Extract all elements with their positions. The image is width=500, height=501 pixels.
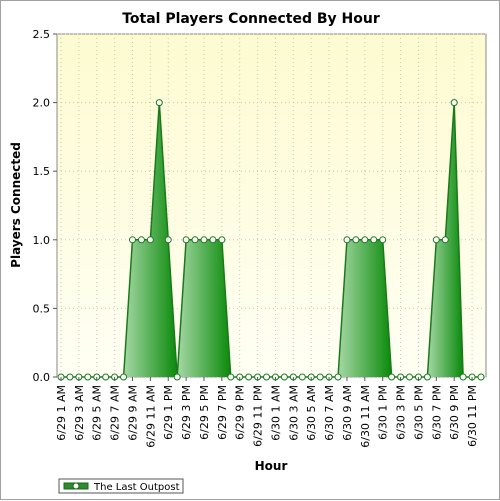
data-point [450, 99, 458, 107]
data-point [334, 373, 342, 381]
data-point [155, 99, 163, 107]
legend-marker [72, 482, 80, 490]
legend: The Last Outpost [58, 478, 184, 494]
data-point [298, 373, 306, 381]
data-point [423, 373, 431, 381]
area-layer [61, 102, 481, 378]
data-point [352, 236, 360, 244]
x-tick-label: 6/29 1 PM [162, 385, 175, 440]
data-point [316, 373, 324, 381]
data-point [280, 373, 288, 381]
x-tick-label: 6/29 9 PM [234, 385, 247, 440]
data-point [200, 236, 208, 244]
points-layer [57, 99, 485, 381]
y-tick-label: 1.0 [33, 234, 51, 247]
x-tick-label: 6/30 5 AM [305, 385, 318, 441]
x-tick-label: 6/30 1 PM [377, 385, 390, 440]
data-point [146, 236, 154, 244]
x-tick-label: 6/29 3 AM [73, 385, 86, 441]
data-point [120, 373, 128, 381]
x-tick-label: 6/30 11 AM [359, 385, 372, 448]
data-point [245, 373, 253, 381]
x-tick-label: 6/29 11 PM [252, 385, 265, 447]
y-tick-label: 2.0 [33, 97, 51, 110]
x-tick-label: 6/29 7 PM [216, 385, 229, 440]
data-point [137, 236, 145, 244]
data-point [84, 373, 92, 381]
y-tick-label: 0.0 [33, 371, 51, 384]
data-point [128, 236, 136, 244]
data-point [406, 373, 414, 381]
y-axis-ticks: 0.0 0.5 1.0 1.5 2.0 2.5 [33, 28, 57, 384]
x-axis-label: Hour [255, 459, 288, 473]
data-point [477, 373, 485, 381]
legend-label: The Last Outpost [93, 482, 180, 493]
data-point [218, 236, 226, 244]
data-point [182, 236, 190, 244]
x-tick-label: 6/30 7 PM [430, 385, 443, 440]
y-axis-label: Players Connected [9, 142, 23, 268]
data-point [66, 373, 74, 381]
data-point [102, 373, 110, 381]
x-tick-label: 6/30 11 PM [466, 385, 479, 447]
x-tick-label: 6/30 9 AM [341, 385, 354, 441]
data-point [379, 236, 387, 244]
area-segment [338, 239, 392, 377]
data-point [361, 236, 369, 244]
x-tick-label: 6/29 3 PM [180, 385, 193, 440]
data-point [263, 373, 271, 381]
data-point [173, 373, 181, 381]
plot-area [56, 33, 487, 378]
x-tick-label: 6/29 7 AM [109, 385, 122, 441]
chart-title: Total Players Connected By Hour [122, 11, 380, 27]
x-tick-label: 6/30 3 AM [287, 385, 300, 441]
x-tick-label: 6/30 9 PM [448, 385, 461, 440]
data-point [388, 373, 396, 381]
legend-box [58, 478, 184, 494]
data-point [164, 236, 172, 244]
x-axis-ticks: 6/29 1 AM 6/29 3 AM 6/29 5 AM 6/29 7 AM 6/29… [55, 377, 479, 448]
data-point [441, 236, 449, 244]
data-point [343, 236, 351, 244]
data-point [209, 236, 217, 244]
x-tick-label: 6/29 5 PM [198, 385, 211, 440]
y-tick-label: 1.5 [33, 165, 51, 178]
data-point [370, 236, 378, 244]
x-tick-label: 6/29 1 AM [55, 385, 68, 441]
x-tick-label: 6/29 9 AM [126, 385, 139, 441]
data-point [227, 373, 235, 381]
x-tick-label: 6/30 3 PM [395, 385, 408, 440]
x-tick-label: 6/30 7 AM [323, 385, 336, 441]
data-point [432, 236, 440, 244]
x-tick-label: 6/29 5 AM [91, 385, 104, 441]
data-point [459, 373, 467, 381]
y-tick-label: 0.5 [33, 302, 51, 315]
x-tick-label: 6/30 1 AM [269, 385, 282, 441]
data-point [191, 236, 199, 244]
x-tick-label: 6/29 11 AM [144, 385, 157, 448]
area-segment [427, 102, 464, 377]
y-tick-label: 2.5 [33, 28, 51, 41]
area-segment [177, 239, 231, 377]
area-segment [123, 102, 178, 377]
x-tick-label: 6/30 5 PM [412, 385, 425, 440]
